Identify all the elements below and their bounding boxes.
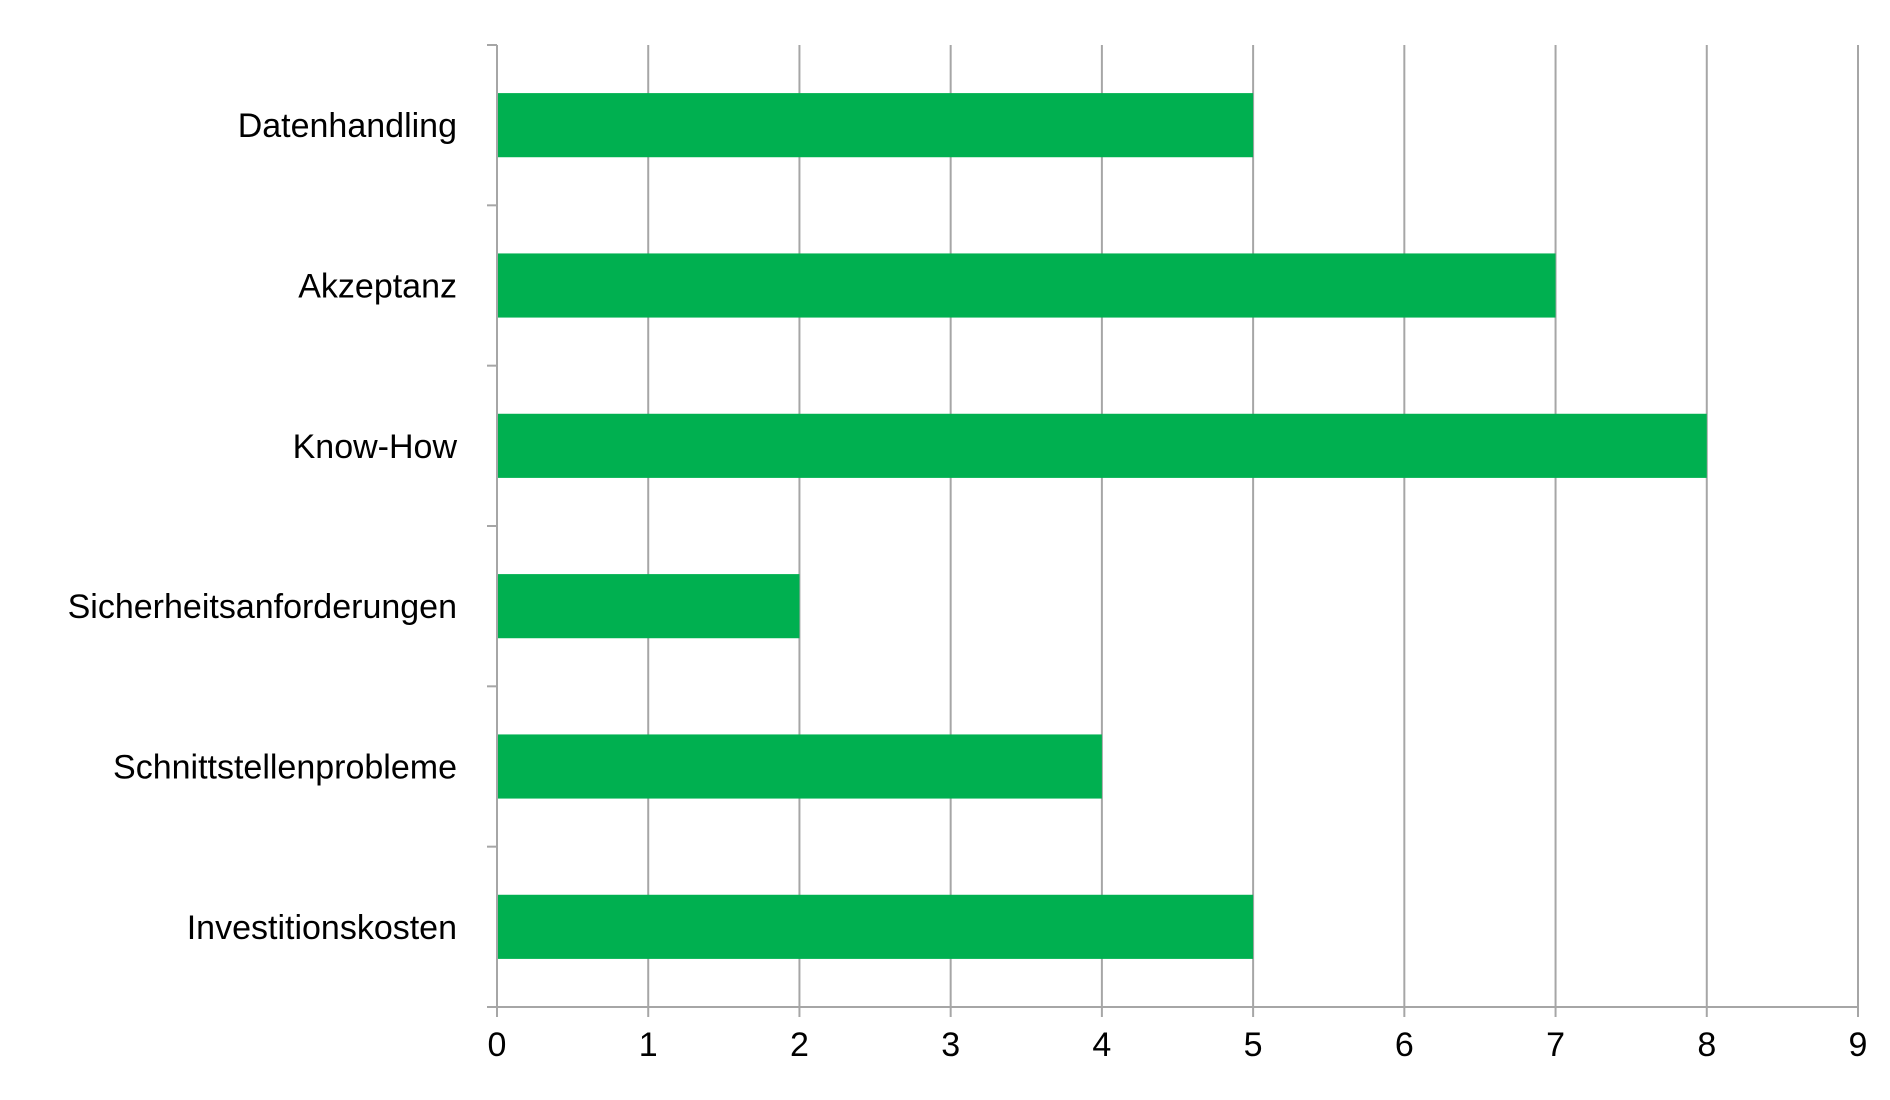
axis-layer (487, 44, 1859, 1017)
x-tick-label: 9 (1849, 1026, 1868, 1064)
category-label: Akzeptanz (298, 268, 457, 306)
bar (497, 253, 1556, 318)
bar (497, 413, 1707, 478)
x-tick-label: 4 (1092, 1026, 1111, 1064)
x-tick-label: 5 (1244, 1026, 1263, 1064)
bar (497, 734, 1102, 799)
label-layer: 0 1 2 3 4 5 6 7 8 9 Datenhandling Akzeptanz Know-How… (68, 107, 1868, 1064)
x-tick-label: 1 (639, 1026, 658, 1064)
bar (497, 894, 1254, 959)
category-label: Sicherheitsanforderungen (68, 588, 457, 626)
category-label: Investitionskosten (187, 909, 457, 947)
category-label: Schnittstellenprobleme (113, 749, 457, 787)
bar (497, 93, 1254, 158)
category-label: Datenhandling (238, 107, 457, 145)
x-tick-label: 0 (488, 1026, 507, 1064)
grid-layer (647, 45, 1859, 1007)
x-tick-label: 2 (790, 1026, 809, 1064)
bar-layer (497, 93, 1707, 959)
x-tick-label: 8 (1697, 1026, 1716, 1064)
x-tick-label: 6 (1395, 1026, 1414, 1064)
x-tick-label: 7 (1546, 1026, 1565, 1064)
category-label: Know-How (293, 428, 458, 466)
bar (497, 574, 800, 639)
x-tick-label: 3 (941, 1026, 960, 1064)
